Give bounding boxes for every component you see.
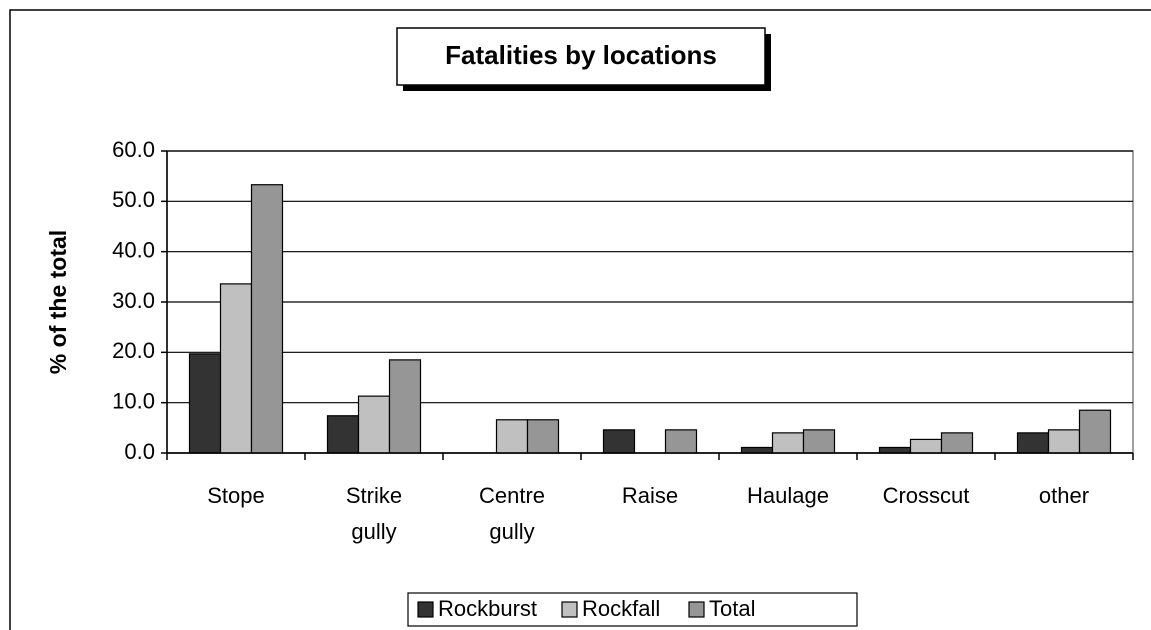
bar [771, 432, 805, 454]
bar [1016, 432, 1050, 454]
y-tick-label: 60.0 [112, 137, 155, 162]
legend-swatch [417, 601, 434, 618]
y-tick-label: 50.0 [112, 187, 155, 212]
x-tick-label: Raise [622, 483, 678, 508]
legend-label: Rockburst [438, 596, 537, 621]
bar [740, 446, 774, 454]
title-box [396, 27, 766, 86]
chart-frame [9, 9, 1151, 630]
y-axis-label: % of the total [45, 230, 71, 374]
x-tick-label: Centre gully [479, 483, 545, 544]
x-tick-label: Strike gully [346, 483, 402, 544]
legend-label: Rockfall [582, 596, 660, 621]
bar [526, 419, 560, 454]
x-tick-label: Haulage [747, 483, 829, 508]
bar [219, 283, 253, 454]
legend-swatch [561, 601, 578, 618]
bar [1078, 409, 1112, 454]
x-tick-label: other [1039, 483, 1089, 508]
x-tick-label: Crosscut [883, 483, 970, 508]
y-tick-label: 20.0 [112, 338, 155, 363]
bar [878, 446, 912, 454]
bar [802, 429, 836, 454]
bar [326, 415, 360, 454]
bar [602, 429, 636, 454]
bar [357, 395, 391, 454]
chart-title: Fatalities by locations [445, 40, 717, 70]
bar [250, 184, 284, 454]
legend-swatch [688, 601, 705, 618]
legend-box [407, 592, 858, 627]
bar [909, 438, 943, 454]
x-tick-label: Stope [207, 483, 265, 508]
y-tick-label: 40.0 [112, 237, 155, 262]
bar [1047, 429, 1081, 454]
bar [495, 419, 529, 454]
y-tick-label: 10.0 [112, 388, 155, 413]
bar [188, 353, 222, 454]
legend-label: Total [709, 596, 755, 621]
bar [664, 429, 698, 454]
bar [388, 359, 422, 454]
y-tick-label: 0.0 [124, 439, 155, 464]
y-tick-label: 30.0 [112, 288, 155, 313]
bar [940, 432, 974, 454]
